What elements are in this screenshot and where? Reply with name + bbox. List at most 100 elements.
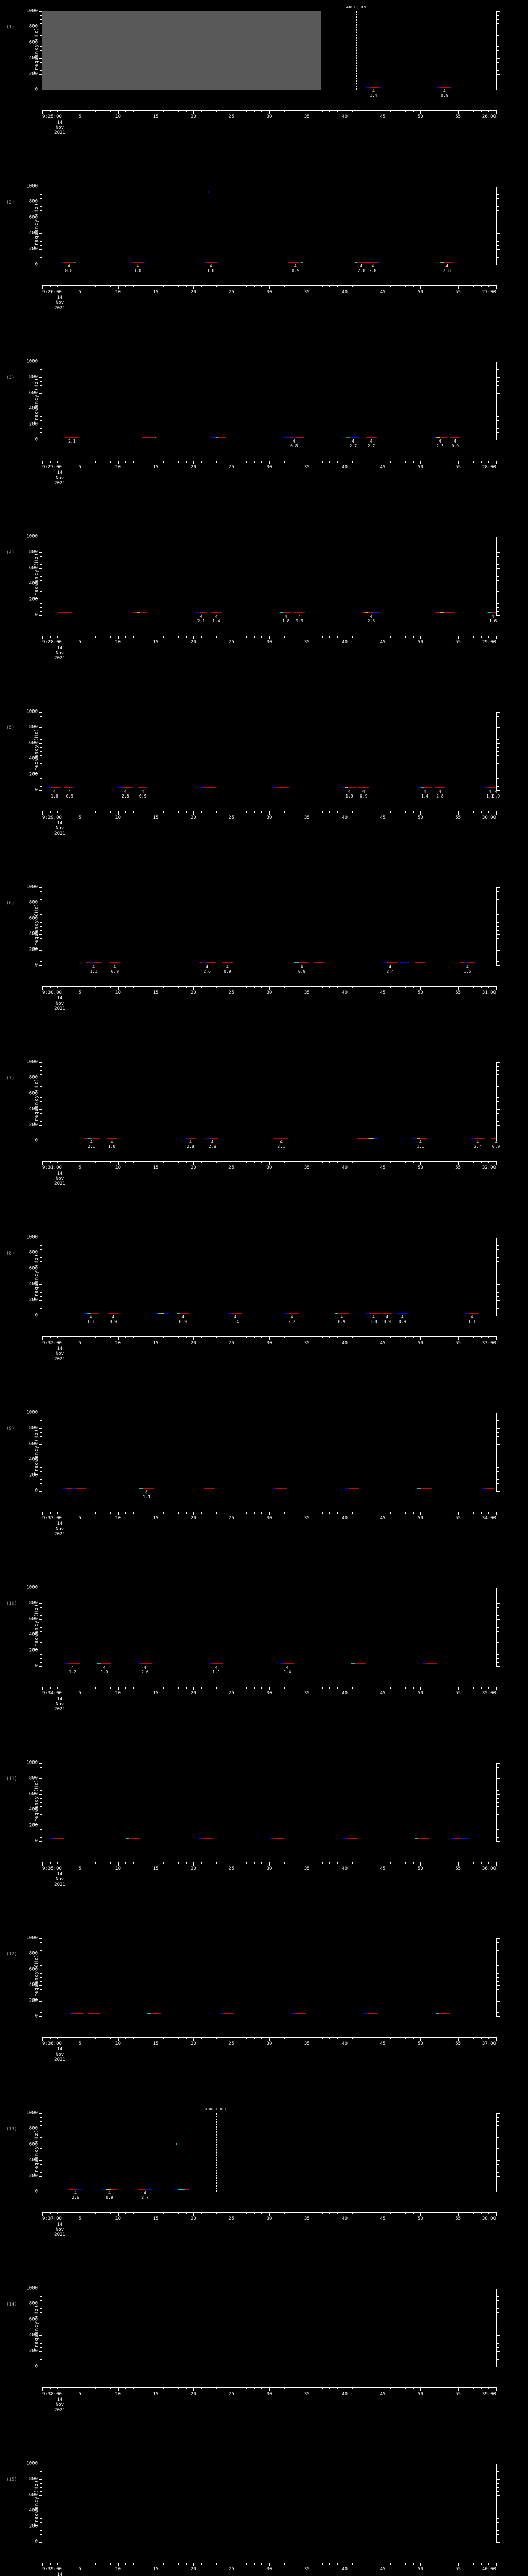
detection-marker[interactable]	[342, 787, 357, 788]
detection-marker[interactable]	[423, 1663, 438, 1664]
detection-marker[interactable]	[415, 1838, 430, 1839]
detection-marker[interactable]	[436, 2013, 451, 2014]
panel-number: (5)	[6, 725, 15, 731]
detection-marker[interactable]	[383, 962, 398, 963]
x-tick-label: 45	[380, 815, 386, 820]
detection-marker[interactable]	[366, 87, 382, 88]
detection-marker[interactable]	[109, 962, 121, 963]
detection-marker[interactable]	[209, 1663, 224, 1664]
detection-marker[interactable]	[61, 262, 76, 263]
detection-marker[interactable]	[147, 2013, 161, 2014]
detection-marker[interactable]	[138, 2189, 153, 2190]
detection-marker[interactable]	[195, 612, 207, 613]
detection-marker[interactable]	[345, 437, 360, 438]
detection-marker[interactable]	[133, 612, 147, 613]
detection-marker[interactable]	[284, 437, 304, 438]
detection-marker[interactable]	[366, 1313, 381, 1314]
detection-marker[interactable]	[272, 1488, 287, 1489]
detection-marker[interactable]	[460, 962, 475, 963]
detection-marker[interactable]	[418, 787, 433, 788]
detection-marker[interactable]	[364, 2013, 378, 2014]
detection-marker[interactable]	[228, 1313, 242, 1314]
detection-marker[interactable]	[280, 612, 291, 613]
detection-marker[interactable]	[64, 787, 75, 788]
detection-marker[interactable]	[439, 262, 454, 263]
detection-marker[interactable]	[62, 1488, 86, 1489]
detection-marker[interactable]	[288, 262, 303, 263]
detection-marker[interactable]	[211, 612, 222, 613]
detection-marker[interactable]	[366, 437, 377, 438]
detection-marker[interactable]	[204, 1488, 215, 1489]
detection-marker[interactable]	[64, 1663, 81, 1664]
detection-marker[interactable]	[437, 87, 452, 88]
detection-marker[interactable]	[64, 437, 79, 438]
detection-marker[interactable]	[272, 787, 289, 788]
detection-marker[interactable]	[413, 1138, 428, 1139]
detection-marker[interactable]	[219, 2013, 234, 2014]
detection-marker[interactable]	[274, 1138, 289, 1139]
detection-marker[interactable]	[177, 1313, 189, 1314]
detection-marker[interactable]	[397, 1313, 408, 1314]
detection-marker[interactable]	[470, 1138, 485, 1139]
detection-marker[interactable]	[358, 787, 369, 788]
detection-marker[interactable]	[365, 262, 380, 263]
detection-marker[interactable]	[141, 437, 156, 438]
detection-marker[interactable]	[291, 2013, 306, 2014]
detection-marker[interactable]	[137, 787, 148, 788]
detection-marker[interactable]	[138, 1663, 153, 1664]
detection-marker[interactable]	[175, 2189, 190, 2190]
detection-marker[interactable]	[351, 1663, 366, 1664]
detection-marker[interactable]	[450, 437, 461, 438]
detection-marker[interactable]	[204, 262, 218, 263]
detection-marker[interactable]	[83, 1313, 98, 1314]
detection-marker[interactable]	[97, 1663, 112, 1664]
detection-marker[interactable]	[465, 1313, 479, 1314]
detection-marker[interactable]	[185, 1138, 196, 1139]
detection-marker[interactable]	[433, 437, 448, 438]
detection-marker[interactable]	[50, 1838, 65, 1839]
detection-marker[interactable]	[199, 962, 216, 963]
detection-marker[interactable]	[357, 1138, 378, 1139]
detection-marker[interactable]	[487, 612, 496, 613]
detection-marker[interactable]	[417, 1488, 432, 1489]
detection-marker[interactable]	[47, 787, 62, 788]
detection-marker[interactable]	[68, 2189, 83, 2190]
detection-marker[interactable]	[435, 612, 455, 613]
detection-marker[interactable]	[222, 962, 233, 963]
detection-marker[interactable]	[108, 1313, 119, 1314]
detection-marker[interactable]	[294, 962, 309, 963]
detection-marker[interactable]	[294, 612, 305, 613]
detection-marker[interactable]	[382, 1313, 393, 1314]
detection-marker[interactable]	[58, 612, 72, 613]
detection-marker[interactable]	[435, 787, 446, 788]
detection-marker[interactable]	[334, 1313, 349, 1314]
detection-marker[interactable]	[154, 1313, 169, 1314]
detection-marker[interactable]	[87, 2013, 100, 2014]
detection-marker[interactable]	[211, 437, 226, 438]
detection-marker[interactable]	[491, 1138, 496, 1139]
detection-marker[interactable]	[102, 2189, 117, 2190]
detection-marker[interactable]	[207, 1138, 218, 1139]
detection-marker[interactable]	[451, 1838, 469, 1839]
detection-marker[interactable]	[269, 1838, 284, 1839]
detection-marker[interactable]	[314, 962, 325, 963]
detection-marker[interactable]	[285, 1313, 299, 1314]
detection-marker[interactable]	[343, 1838, 358, 1839]
detection-marker[interactable]	[280, 1663, 295, 1664]
detection-marker[interactable]	[106, 1138, 118, 1139]
detection-marker[interactable]	[118, 787, 133, 788]
detection-marker[interactable]	[415, 962, 426, 963]
detection-marker[interactable]	[130, 262, 145, 263]
detection-marker[interactable]	[491, 787, 496, 788]
detection-marker[interactable]	[83, 1138, 100, 1139]
detection-marker[interactable]	[126, 1838, 140, 1839]
detection-marker[interactable]	[70, 2013, 85, 2014]
detection-marker[interactable]	[198, 1838, 213, 1839]
detection-marker[interactable]	[200, 787, 216, 788]
detection-marker[interactable]	[139, 1488, 154, 1489]
detection-marker[interactable]	[400, 962, 409, 963]
detection-marker[interactable]	[362, 612, 381, 613]
detection-marker[interactable]	[482, 1488, 495, 1489]
detection-marker[interactable]	[86, 962, 102, 963]
detection-marker[interactable]	[345, 1488, 360, 1489]
